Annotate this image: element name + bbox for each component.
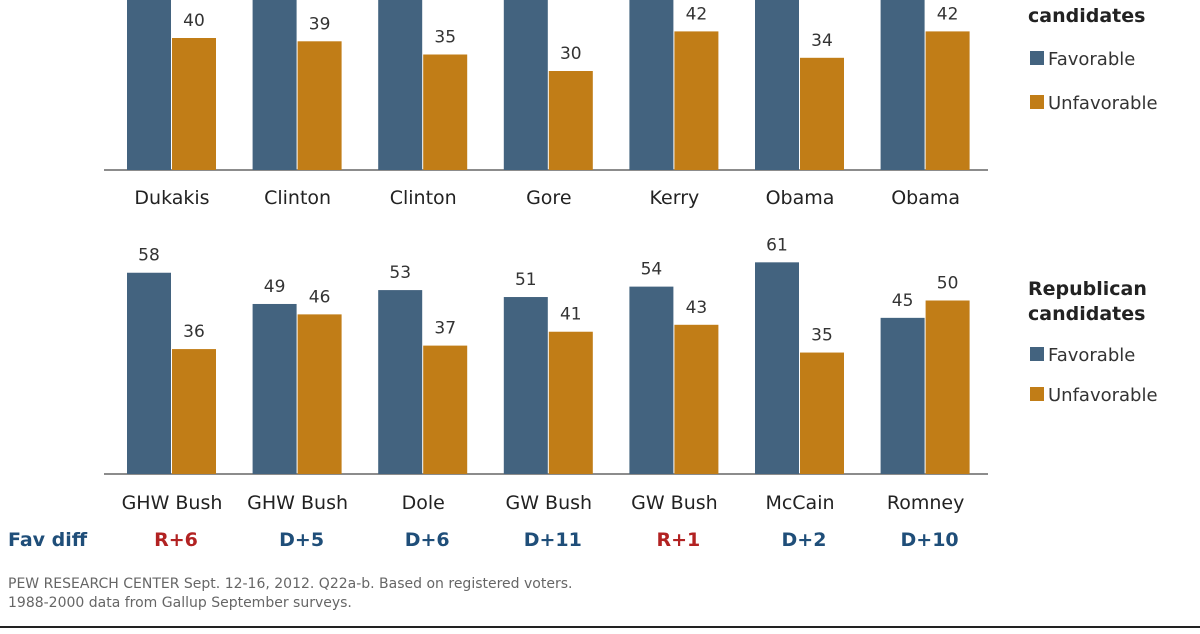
- fav-diff-value: D+10: [901, 529, 959, 551]
- rep-unfavorable-bar: [423, 345, 468, 474]
- rep-favorable-value-label: 45: [892, 291, 914, 311]
- dem-unfavorable-value-label: 34: [811, 31, 833, 51]
- rep-favorable-bar: [503, 297, 548, 474]
- rep-unfavorable-bar: [674, 324, 719, 474]
- dem-unfavorable-value-label: 35: [434, 28, 456, 48]
- rep-favorable-bar: [880, 317, 925, 474]
- rep-unfavorable-value-label: 43: [686, 298, 708, 318]
- legend-unfavorable-swatch: [1030, 387, 1044, 401]
- dem-unfavorable-value-label: 42: [937, 4, 959, 24]
- republican-panel: 58 36 GHW Bush 49 46 GHW Bush 53 37 Dole 51 41 GW B…: [104, 235, 988, 514]
- dem-unfavorable-bar: [674, 31, 719, 171]
- dem-favorable-bar: [503, 0, 548, 171]
- dem-favorable-bar: [629, 0, 674, 170]
- rep-unfavorable-value-label: 46: [309, 287, 331, 307]
- legend-favorable-swatch: [1030, 51, 1044, 65]
- dem-unfavorable-value-label: 42: [686, 4, 708, 24]
- rep-category-label: Dole: [402, 492, 445, 514]
- fav-diff-value: R+6: [154, 529, 198, 551]
- rep-category-label: Romney: [887, 492, 964, 514]
- fav-diff-value: R+1: [657, 529, 701, 551]
- dem-favorable-bar: [755, 0, 799, 170]
- republican-legend: Republican candidates Favorable Unfavora…: [1028, 278, 1158, 406]
- rep-unfavorable-bar: [172, 349, 216, 474]
- dem-category-label: Obama: [766, 187, 835, 209]
- dem-unfavorable-bar: [172, 38, 216, 170]
- rep-unfavorable-value-label: 37: [434, 319, 456, 339]
- rep-unfavorable-value-label: 35: [811, 326, 833, 346]
- dem-favorable-bar: [378, 0, 423, 170]
- legend-unfavorable-label: Unfavorable: [1048, 385, 1158, 406]
- rep-favorable-value-label: 53: [389, 263, 411, 283]
- rep-favorable-value-label: 49: [264, 277, 286, 297]
- dem-category-label: Kerry: [650, 187, 700, 209]
- dem-category-label: Clinton: [390, 187, 457, 209]
- legend-favorable-label: Favorable: [1048, 345, 1135, 366]
- dem-favorable-bar: [880, 0, 925, 171]
- fav-diff-row: Fav diff R+6 D+5 D+6 D+11 R+1 D+2 D+10: [8, 529, 959, 551]
- rep-category-label: GW Bush: [631, 492, 718, 514]
- dem-category-label: Obama: [891, 187, 960, 209]
- rep-category-label: GW Bush: [506, 492, 593, 514]
- rep-category-label: GHW Bush: [247, 492, 348, 514]
- democratic-panel: 5240Dukakis39Clinton35Clinton30Gore5342K…: [104, 0, 988, 209]
- dem-category-label: Dukakis: [134, 187, 209, 209]
- dem-unfavorable-bar: [548, 71, 593, 170]
- democratic-legend-title: candidates: [1028, 5, 1145, 27]
- rep-favorable-value-label: 58: [138, 246, 160, 266]
- dem-favorable-bar: [252, 0, 297, 171]
- democratic-legend: candidates Favorable Unfavorable: [1028, 5, 1158, 114]
- rep-favorable-bar: [127, 272, 171, 474]
- rep-category-label: GHW Bush: [122, 492, 223, 514]
- rep-favorable-value-label: 54: [641, 260, 663, 280]
- dem-unfavorable-bar: [925, 31, 970, 171]
- rep-unfavorable-bar: [925, 300, 970, 474]
- source-line-2: 1988-2000 data from Gallup September sur…: [8, 595, 352, 611]
- rep-favorable-bar: [755, 262, 799, 474]
- republican-legend-title-line1: Republican: [1028, 278, 1147, 300]
- legend-unfavorable-swatch: [1030, 95, 1044, 109]
- fav-diff-value: D+5: [279, 529, 324, 551]
- rep-favorable-value-label: 51: [515, 270, 537, 290]
- rep-unfavorable-bar: [548, 331, 593, 474]
- rep-unfavorable-value-label: 41: [560, 305, 582, 325]
- dem-unfavorable-value-label: 40: [183, 11, 205, 31]
- legend-unfavorable-label: Unfavorable: [1048, 93, 1158, 114]
- fav-diff-value: D+6: [405, 529, 450, 551]
- rep-unfavorable-bar: [800, 352, 844, 474]
- rep-favorable-bar: [252, 303, 297, 474]
- dem-unfavorable-bar: [297, 41, 342, 170]
- dem-favorable-bar: [127, 0, 171, 171]
- rep-favorable-bar: [378, 290, 423, 474]
- dem-unfavorable-value-label: 30: [560, 44, 582, 64]
- rep-unfavorable-bar: [297, 314, 342, 474]
- legend-favorable-swatch: [1030, 347, 1044, 361]
- dem-unfavorable-value-label: 39: [309, 14, 331, 34]
- dem-category-label: Gore: [526, 187, 571, 209]
- fav-diff-label: Fav diff: [8, 529, 88, 551]
- rep-unfavorable-value-label: 36: [183, 322, 205, 342]
- fav-diff-value: D+11: [524, 529, 582, 551]
- dem-unfavorable-bar: [800, 57, 844, 170]
- rep-unfavorable-value-label: 50: [937, 274, 959, 294]
- fav-diff-value: D+2: [782, 529, 827, 551]
- source-note: PEW RESEARCH CENTER Sept. 12-16, 2012. Q…: [0, 576, 1200, 628]
- rep-favorable-value-label: 61: [766, 235, 788, 255]
- legend-favorable-label: Favorable: [1048, 49, 1135, 70]
- republican-legend-title-line2: candidates: [1028, 303, 1145, 325]
- dem-unfavorable-bar: [423, 54, 468, 170]
- dem-category-label: Clinton: [264, 187, 331, 209]
- rep-category-label: McCain: [765, 492, 834, 514]
- source-line-1: PEW RESEARCH CENTER Sept. 12-16, 2012. Q…: [8, 576, 572, 592]
- rep-favorable-bar: [629, 286, 674, 474]
